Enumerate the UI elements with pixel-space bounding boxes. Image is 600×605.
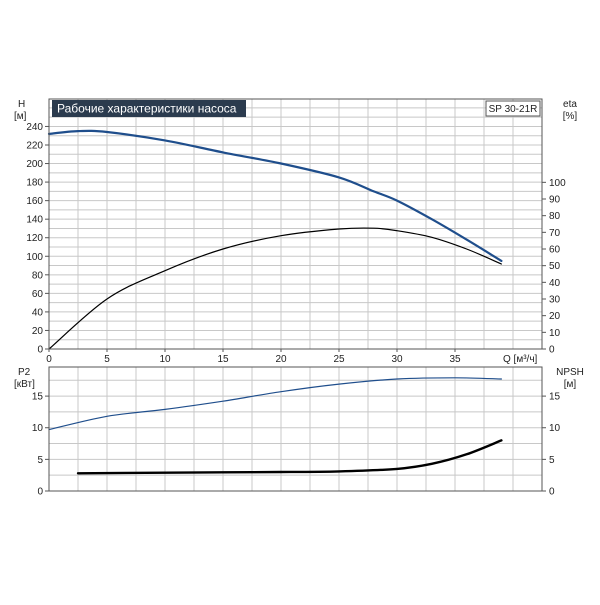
x-tick-label: 25 — [333, 354, 345, 365]
y-right-axis-unit: [%] — [563, 111, 578, 122]
y-right-axis-unit: [м] — [564, 379, 577, 390]
x-tick-label: 10 — [159, 354, 171, 365]
chart-title: Рабочие характеристики насоса — [57, 102, 237, 116]
model-box — [485, 100, 541, 117]
y-left-tick-label: 200 — [26, 159, 43, 170]
x-tick-label: 0 — [46, 354, 52, 365]
x-tick-label: 15 — [217, 354, 229, 365]
y-right-tick-label: 90 — [549, 195, 561, 206]
x-tick-label: 35 — [449, 354, 461, 365]
y-left-tick-label: 10 — [32, 423, 44, 434]
y-left-tick-label: 80 — [32, 270, 44, 281]
y-right-tick-label: 20 — [549, 311, 561, 322]
y-left-tick-label: 100 — [26, 252, 43, 263]
y-left-tick-label: 220 — [26, 140, 43, 151]
x-axis-label: Q [м³/ч] — [503, 354, 538, 365]
y-left-tick-label: 140 — [26, 215, 43, 226]
y-right-tick-label: 50 — [549, 261, 561, 272]
x-tick-label: 30 — [391, 354, 403, 365]
curve-npsh — [76, 439, 503, 475]
y-left-tick-label: 120 — [26, 233, 43, 244]
y-left-axis-label: H — [18, 99, 25, 110]
pump-model-label: SP 30-21R — [489, 104, 538, 115]
plot-frame — [48, 366, 543, 492]
y-right-tick-label: 60 — [549, 245, 561, 256]
y-left-tick-label: 240 — [26, 122, 43, 133]
y-right-tick-label: 0 — [549, 345, 555, 356]
y-right-tick-label: 10 — [549, 423, 561, 434]
curve-eta — [48, 227, 502, 350]
y-left-tick-label: 180 — [26, 178, 43, 189]
y-left-axis-unit: [кВт] — [14, 379, 35, 390]
x-tick-label: 20 — [275, 354, 287, 365]
y-right-tick-label: 80 — [549, 211, 561, 222]
y-left-axis-unit: [м] — [14, 111, 27, 122]
curve-h — [47, 129, 503, 262]
y-right-tick-label: 100 — [549, 178, 566, 189]
x-tick-label: 5 — [104, 354, 110, 365]
y-left-tick-label: 0 — [37, 345, 43, 356]
y-left-axis-label: P2 — [18, 367, 31, 378]
y-left-tick-label: 20 — [32, 326, 44, 337]
curve-p2 — [48, 377, 502, 431]
y-left-tick-label: 5 — [37, 455, 43, 466]
y-right-tick-label: 0 — [549, 487, 555, 498]
y-right-tick-label: 15 — [549, 392, 561, 403]
y-right-tick-label: 30 — [549, 295, 561, 306]
plot-frame — [48, 98, 543, 350]
y-left-tick-label: 60 — [32, 289, 44, 300]
y-left-tick-label: 15 — [32, 392, 44, 403]
title-box — [52, 100, 246, 117]
y-left-tick-label: 40 — [32, 307, 44, 318]
y-right-tick-label: 10 — [549, 328, 561, 339]
y-right-axis-label: eta — [563, 99, 577, 110]
y-right-tick-label: 5 — [549, 455, 555, 466]
y-right-tick-label: 70 — [549, 228, 561, 239]
y-left-tick-label: 160 — [26, 196, 43, 207]
y-left-tick-label: 0 — [37, 487, 43, 498]
y-right-tick-label: 40 — [549, 278, 561, 289]
y-right-axis-label: NPSH — [556, 367, 584, 378]
